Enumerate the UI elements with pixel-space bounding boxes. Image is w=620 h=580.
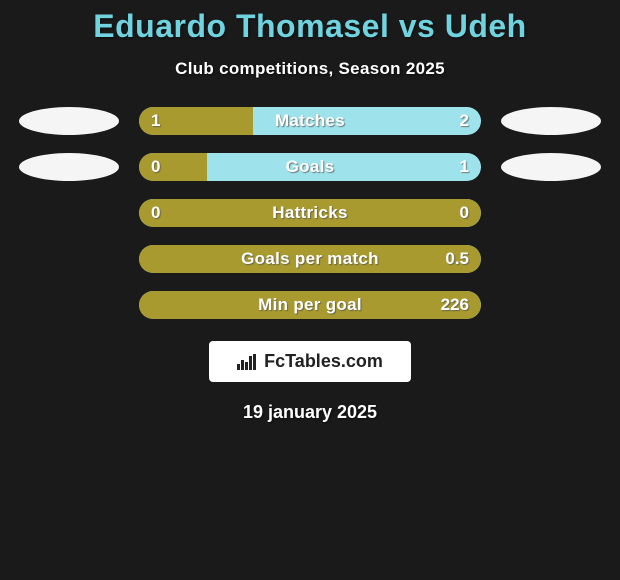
right-value: 226 (441, 291, 469, 319)
avatar-spacer (501, 199, 601, 227)
metric-label: Goals per match (139, 245, 481, 273)
date-label: 19 january 2025 (0, 402, 620, 423)
branding-text: FcTables.com (264, 351, 383, 372)
bar-chart-icon (237, 354, 256, 370)
comparison-bar: Min per goal226 (139, 291, 481, 319)
right-value: 0.5 (445, 245, 469, 273)
comparison-row: 1Matches2 (0, 107, 620, 135)
page-title: Eduardo Thomasel vs Udeh (0, 8, 620, 45)
player-left-avatar (19, 153, 119, 181)
player-right-avatar (501, 153, 601, 181)
player-left-avatar (19, 107, 119, 135)
avatar-spacer (19, 245, 119, 273)
branding-box: FcTables.com (209, 341, 411, 382)
metric-label: Matches (139, 107, 481, 135)
comparison-row: Min per goal226 (0, 291, 620, 319)
player-right-avatar (501, 107, 601, 135)
comparison-rows: 1Matches20Goals10Hattricks0Goals per mat… (0, 107, 620, 319)
metric-label: Hattricks (139, 199, 481, 227)
avatar-spacer (501, 245, 601, 273)
avatar-spacer (501, 291, 601, 319)
comparison-row: 0Hattricks0 (0, 199, 620, 227)
comparison-bar: 1Matches2 (139, 107, 481, 135)
comparison-bar: 0Hattricks0 (139, 199, 481, 227)
comparison-row: 0Goals1 (0, 153, 620, 181)
comparison-infographic: Eduardo Thomasel vs Udeh Club competitio… (0, 0, 620, 423)
comparison-bar: 0Goals1 (139, 153, 481, 181)
comparison-row: Goals per match0.5 (0, 245, 620, 273)
metric-label: Min per goal (139, 291, 481, 319)
branding-wrapper: FcTables.com (0, 341, 620, 382)
right-value: 2 (460, 107, 469, 135)
avatar-spacer (19, 291, 119, 319)
right-value: 1 (460, 153, 469, 181)
metric-label: Goals (139, 153, 481, 181)
avatar-spacer (19, 199, 119, 227)
subtitle: Club competitions, Season 2025 (0, 59, 620, 79)
right-value: 0 (460, 199, 469, 227)
comparison-bar: Goals per match0.5 (139, 245, 481, 273)
